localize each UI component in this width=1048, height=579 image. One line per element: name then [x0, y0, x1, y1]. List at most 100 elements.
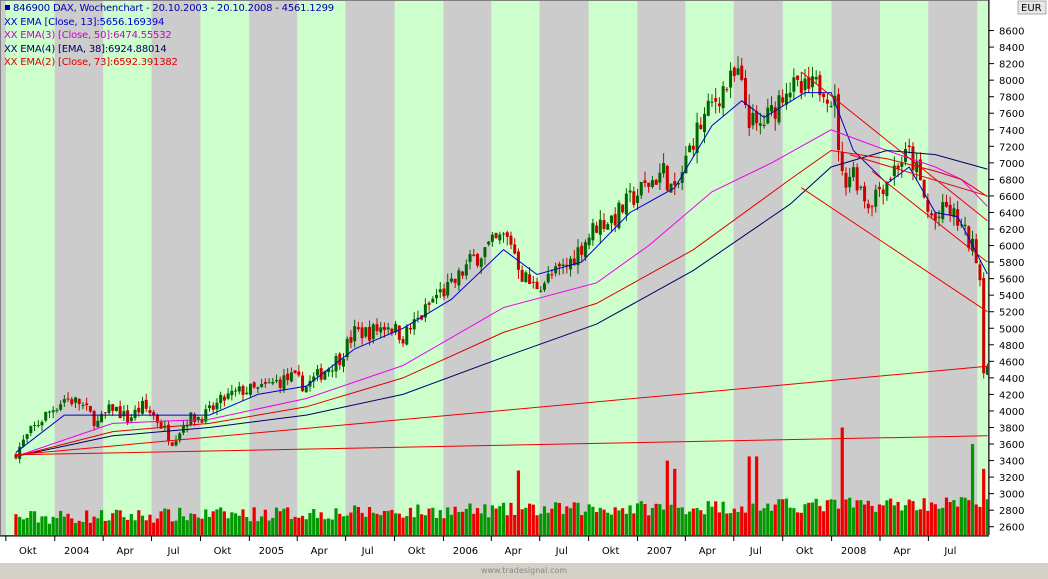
candle-body: [375, 324, 379, 332]
volume-bar: [769, 510, 774, 535]
volume-bar: [561, 513, 565, 535]
volume-bar: [386, 510, 390, 535]
volume-bar: [929, 502, 934, 535]
legend-ema-ema38[interactable]: XX EMA(4) [EMA, 38]:6924.88014: [4, 43, 167, 55]
volume-bar: [978, 506, 982, 535]
volume-bar: [144, 520, 148, 535]
candle-body: [837, 94, 841, 150]
volume-bar: [394, 513, 398, 535]
candle-body: [818, 75, 822, 96]
candle-body: [591, 223, 595, 241]
volume-bar: [207, 516, 212, 535]
candle-body: [152, 412, 156, 415]
volume-bar: [233, 513, 238, 535]
candle-body: [453, 278, 457, 283]
volume-bar: [635, 503, 640, 535]
volume-bar: [371, 512, 375, 535]
volume-bar: [900, 510, 904, 535]
x-tick-label: Jul: [749, 546, 762, 557]
volume-bar: [148, 514, 152, 535]
x-tick-label: Okt: [214, 546, 232, 557]
candle-body: [662, 163, 666, 174]
volume-bar: [576, 502, 580, 535]
volume-bar: [762, 508, 766, 535]
candle-body: [111, 404, 115, 411]
candle-body: [703, 113, 707, 133]
candle-body: [200, 418, 204, 423]
candle-body: [721, 86, 725, 109]
volume-bar: [795, 512, 800, 535]
candle-body: [788, 92, 792, 98]
volume-bar: [460, 511, 465, 535]
volume-bar: [286, 507, 290, 535]
volume-bar: [423, 515, 427, 535]
volume-bar: [784, 498, 789, 535]
quarter-band: [297, 0, 346, 535]
volume-bar: [755, 456, 759, 535]
quarter-band: [345, 0, 395, 535]
candle-body: [974, 239, 978, 264]
candle-body: [844, 172, 848, 188]
volume-bar: [155, 518, 159, 535]
legend-ema50[interactable]: XX EMA(3) [Close, 50]:6474.55532: [4, 30, 172, 41]
candle-body: [315, 369, 319, 376]
volume-bar: [825, 500, 829, 535]
candle-body: [587, 237, 591, 246]
volume-bar: [297, 517, 301, 535]
candle-body: [18, 446, 22, 459]
candle-body: [941, 202, 945, 220]
candle-body: [114, 406, 118, 411]
volume-bar: [833, 499, 837, 535]
y-tick-label: 4400: [999, 374, 1024, 385]
volume-bar: [624, 513, 628, 535]
candle-body: [669, 183, 673, 193]
candle-body: [100, 413, 104, 423]
quarter-band: [491, 0, 540, 535]
candle-body: [245, 392, 249, 395]
candle-body: [494, 232, 498, 238]
candle-body: [394, 323, 398, 333]
candle-body: [174, 441, 178, 446]
volume-bar: [464, 508, 468, 535]
trendline: [871, 170, 988, 263]
candle-body: [237, 386, 241, 392]
y-tick-label: 6200: [999, 225, 1024, 236]
volume-bar: [520, 509, 524, 535]
title-marker-icon: [5, 5, 10, 10]
volume-bar: [684, 514, 688, 535]
volume-bar: [777, 499, 781, 535]
volume-bar: [557, 503, 561, 535]
candle-body: [762, 124, 766, 126]
volume-bar: [907, 499, 911, 535]
candle-body: [643, 180, 647, 183]
candle-body: [937, 216, 941, 218]
volume-bar: [870, 505, 874, 535]
candle-body: [252, 382, 256, 388]
candle-body: [126, 410, 130, 423]
candle-body: [602, 220, 606, 230]
candle-body: [304, 386, 308, 393]
candle-body: [606, 224, 610, 230]
candle-body: [405, 326, 409, 345]
legend-ema73[interactable]: XX EMA(2) [Close, 73]:6592.391382: [4, 57, 178, 68]
candle-body: [103, 412, 107, 414]
volume-bar: [848, 497, 852, 535]
volume-bar: [792, 508, 796, 535]
volume-bar: [766, 503, 770, 535]
candle-body: [598, 219, 602, 235]
candle-body: [312, 376, 316, 382]
currency-box: [1017, 0, 1047, 15]
candle-body: [810, 76, 814, 88]
x-tick-label: 2007: [647, 546, 672, 557]
candle-body: [163, 425, 167, 427]
candle-body: [416, 317, 420, 319]
legend-ema13[interactable]: XX EMA [Close, 13]:5656.169394: [4, 16, 165, 28]
candle-body: [673, 181, 677, 186]
candle-body: [390, 328, 394, 334]
candle-body: [181, 425, 185, 433]
quarter-band: [588, 0, 638, 535]
candle-body: [717, 103, 721, 107]
volume-bar: [300, 515, 305, 535]
candle-body: [170, 442, 174, 446]
